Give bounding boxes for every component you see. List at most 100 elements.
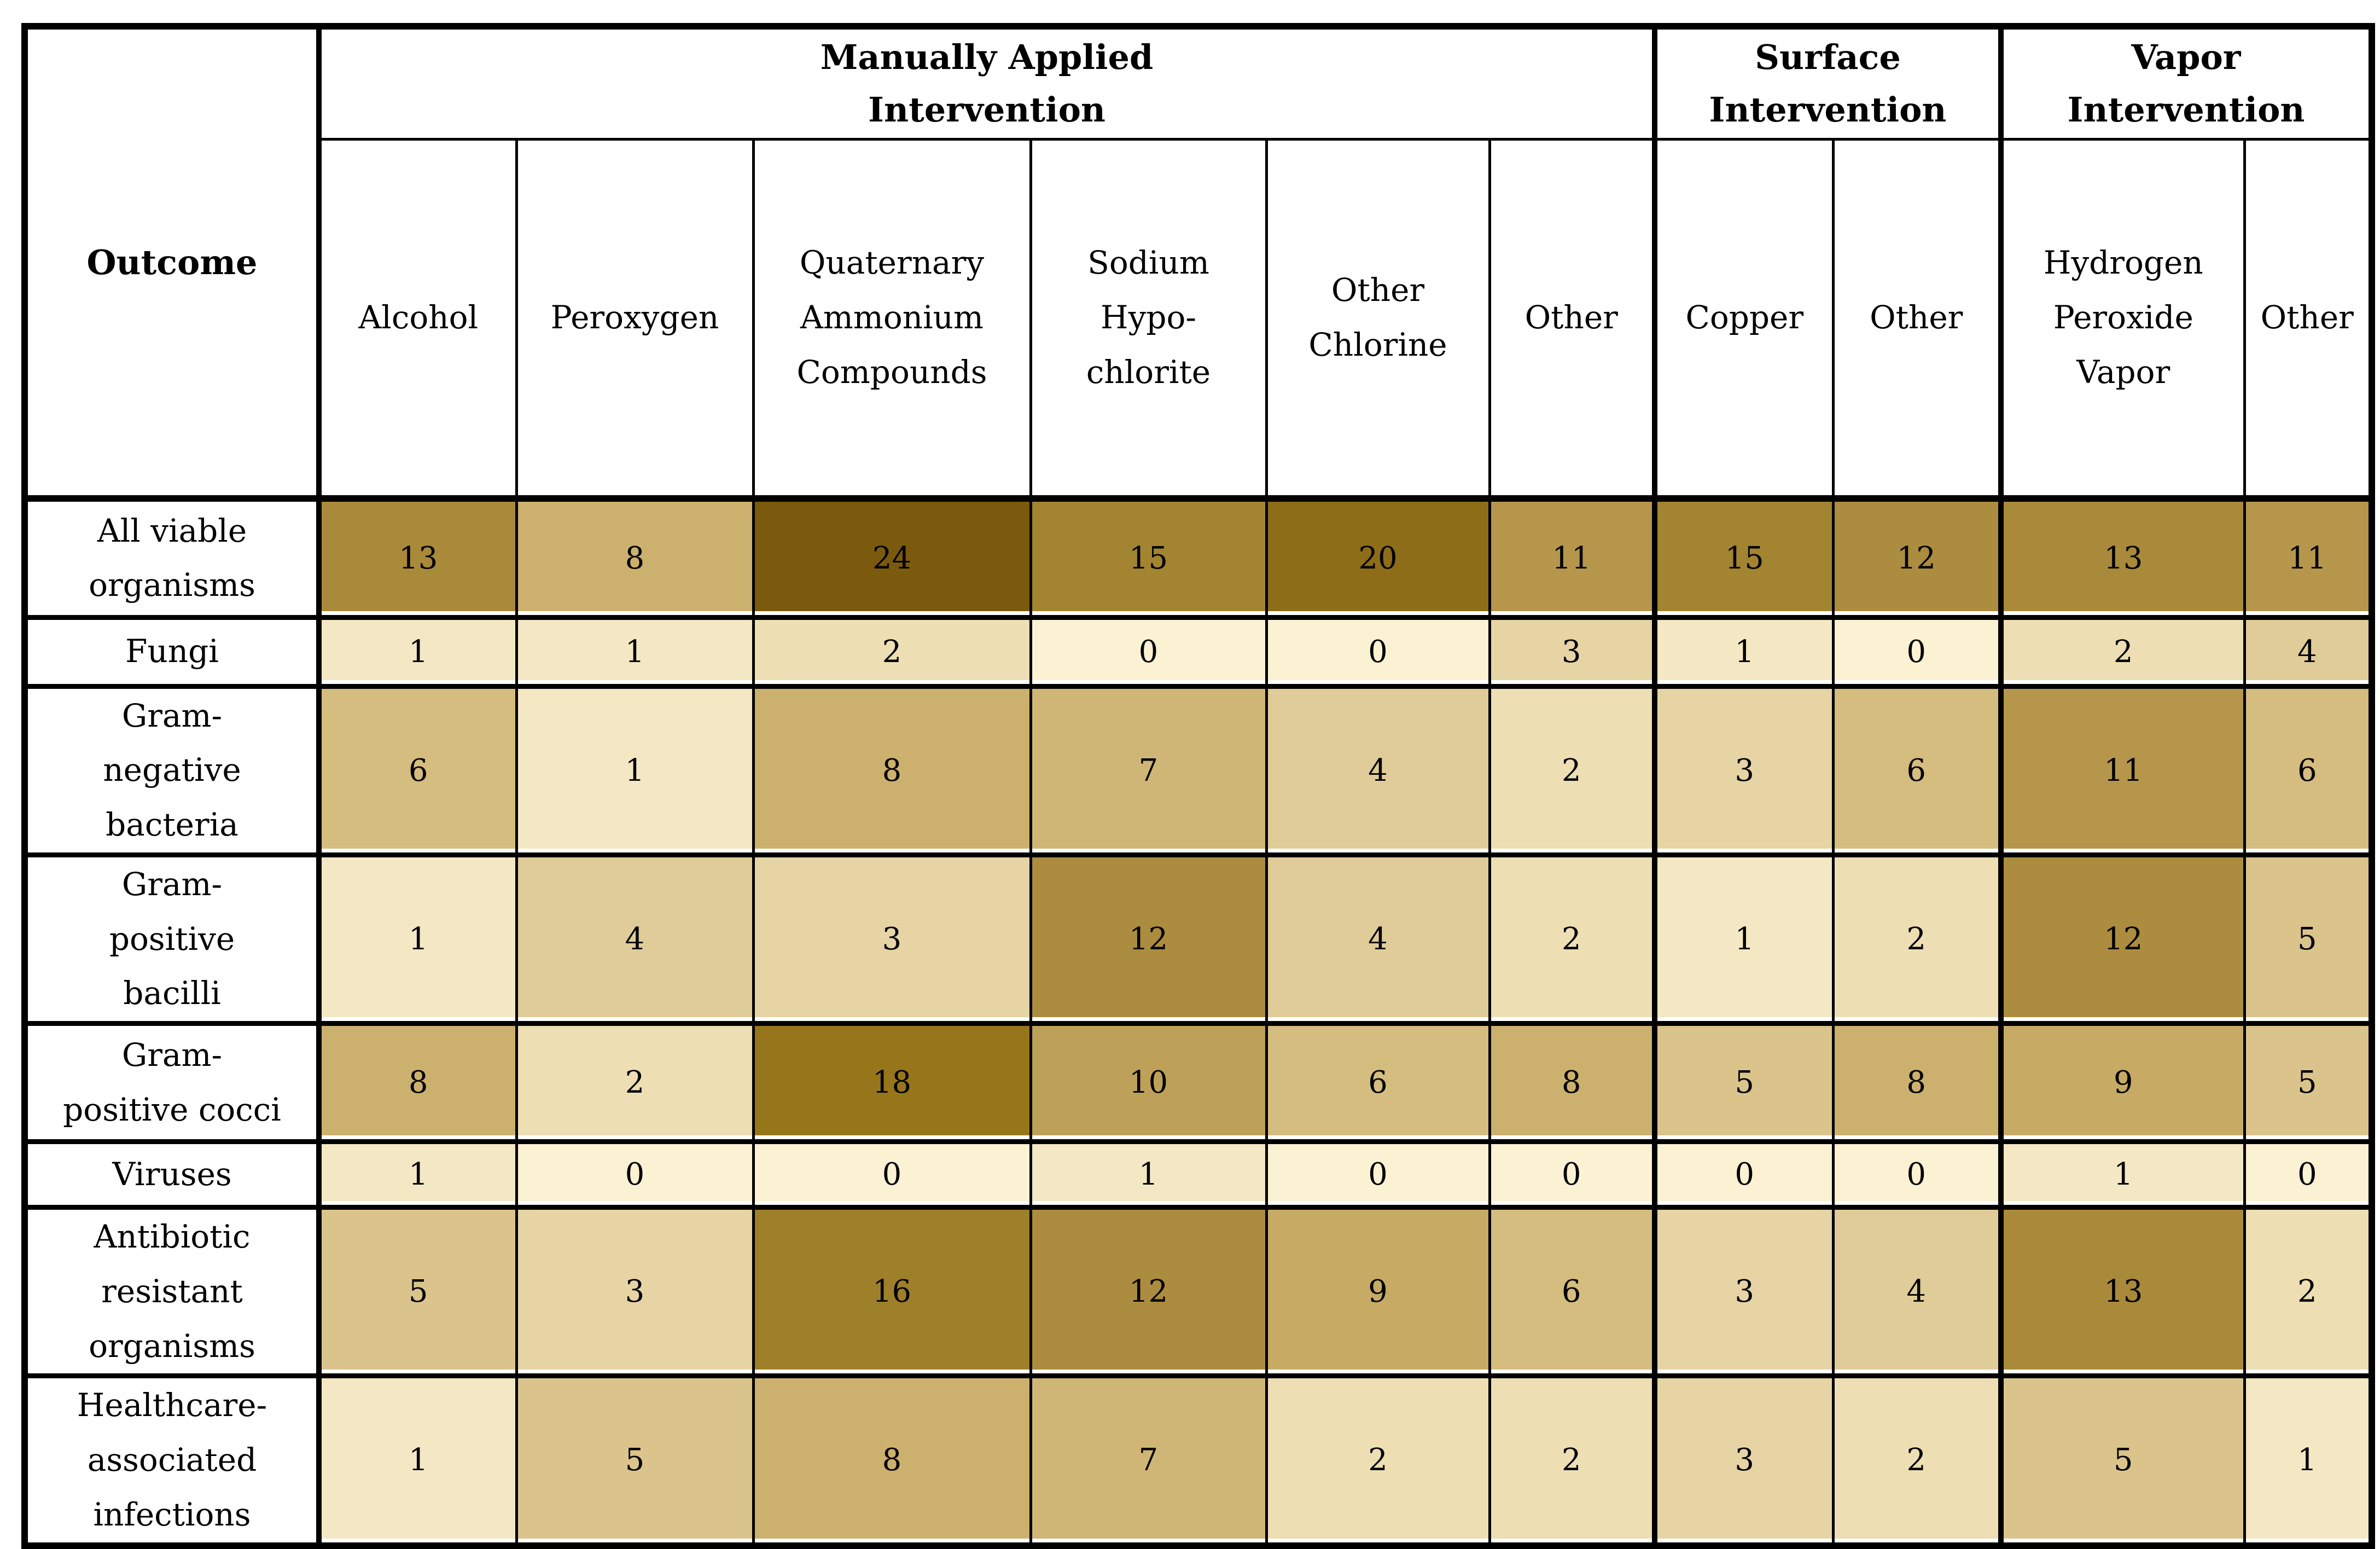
heat-cell: 0 [1488, 1139, 1656, 1210]
heat-cell: 18 [752, 1021, 1032, 1144]
row-label: Gram- positive cocci [23, 1021, 322, 1144]
heat-cell: 15 [1029, 496, 1268, 620]
table-row: Fungi 1 1 2 0 0 3 1 0 2 4 [23, 614, 2373, 689]
column-header: Hydrogen Peroxide Vapor [1998, 137, 2246, 502]
heat-cell: 1 [2243, 1373, 2373, 1548]
heat-cell: 13 [316, 496, 518, 620]
heat-cell: 2 [1998, 614, 2246, 689]
heat-cell: 4 [1265, 852, 1491, 1026]
heat-cell: 12 [1029, 1204, 1268, 1379]
heat-cell: 8 [515, 496, 755, 620]
heat-cell: 12 [1831, 496, 2003, 620]
group-header-2: Vapor Intervention [1998, 25, 2373, 141]
heat-cell: 6 [1265, 1021, 1491, 1144]
column-header: Other [2243, 137, 2373, 502]
heat-cell: 8 [752, 1373, 1032, 1548]
column-header: Copper [1652, 137, 1835, 502]
heat-cell: 13 [1998, 1204, 2246, 1379]
table-row: Gram- negative bacteria 6 1 8 7 4 2 3 6 11 6 [23, 683, 2373, 857]
heat-cell: 0 [1265, 614, 1491, 689]
heat-cell: 11 [1998, 683, 2246, 857]
heat-cell: 2 [515, 1021, 755, 1144]
heat-cell: 1 [316, 614, 518, 689]
outcomes-interventions-table: Outcome Manually Applied Intervention Surf… [21, 23, 2376, 1549]
column-header: Quaternary Ammonium Compounds [752, 137, 1032, 502]
heat-cell: 20 [1265, 496, 1491, 620]
heat-cell: 13 [1998, 496, 2246, 620]
table-row: Gram- positive bacilli 1 4 3 12 4 2 1 2 12 5 [23, 852, 2373, 1026]
heat-cell: 0 [752, 1139, 1032, 1210]
heat-cell: 0 [2243, 1139, 2373, 1210]
table-row: Antibiotic resistant organisms 5 3 16 12 9 6 3 4… [23, 1204, 2373, 1379]
heat-cell: 15 [1652, 496, 1835, 620]
heat-cell: 4 [1831, 1204, 2003, 1379]
row-label: Fungi [23, 614, 322, 689]
heat-cell: 9 [1265, 1204, 1491, 1379]
heat-cell: 8 [316, 1021, 518, 1144]
heat-cell: 2 [1488, 852, 1656, 1026]
heat-cell: 3 [1652, 683, 1835, 857]
column-header: Sodium Hypo- chlorite [1029, 137, 1268, 502]
heat-cell: 8 [1831, 1021, 2003, 1144]
heat-cell: 11 [1488, 496, 1656, 620]
heat-cell: 6 [316, 683, 518, 857]
heat-cell: 8 [1488, 1021, 1656, 1144]
heat-cell: 5 [316, 1204, 518, 1379]
table-row: Gram- positive cocci 8 2 18 10 6 8 5 8 9 5 [23, 1021, 2373, 1144]
heat-cell: 2 [752, 614, 1032, 689]
heat-cell: 7 [1029, 1373, 1268, 1548]
heat-cell: 8 [752, 683, 1032, 857]
heat-cell: 5 [1998, 1373, 2246, 1548]
heat-cell: 5 [1652, 1021, 1835, 1144]
row-label: Viruses [23, 1139, 322, 1210]
table-row: All viable organisms 13 8 24 15 20 11 15 12 13 11 [23, 496, 2373, 620]
column-header: Peroxygen [515, 137, 755, 502]
heat-cell: 12 [1998, 852, 2246, 1026]
heat-cell: 3 [515, 1204, 755, 1379]
group-header-1: Surface Intervention [1652, 25, 2003, 141]
group-header-row: Outcome Manually Applied Intervention Surf… [23, 25, 2373, 502]
heat-cell: 1 [1998, 1139, 2246, 1210]
heat-cell: 1 [1029, 1139, 1268, 1210]
column-header: Other [1488, 137, 1656, 502]
heat-cell: 10 [1029, 1021, 1268, 1144]
heat-cell: 5 [515, 1373, 755, 1548]
row-label: Gram- positive bacilli [23, 852, 322, 1026]
heat-cell: 1 [1652, 614, 1835, 689]
heat-cell: 0 [1831, 1139, 2003, 1210]
group-header-0: Manually Applied Intervention [316, 25, 1656, 141]
heat-cell: 5 [2243, 852, 2373, 1026]
heat-cell: 1 [316, 852, 518, 1026]
column-header-row: Alcohol Peroxygen Quaternary Ammonium Comp… [25, 137, 2373, 502]
table-header: Outcome Manually Applied Intervention Surf… [23, 25, 2373, 502]
heat-cell: 2 [1488, 683, 1656, 857]
row-label: Gram- negative bacteria [23, 683, 322, 857]
heat-cell: 3 [1488, 614, 1656, 689]
heat-cell: 2 [1831, 852, 2003, 1026]
heat-cell: 2 [1265, 1373, 1491, 1548]
heat-cell: 6 [1488, 1204, 1656, 1379]
heat-cell: 3 [1652, 1204, 1835, 1379]
heat-cell: 1 [515, 683, 755, 857]
heat-cell: 0 [1265, 1139, 1491, 1210]
heat-cell: 1 [515, 614, 755, 689]
column-header: Other [1831, 137, 2003, 502]
heat-cell: 0 [1029, 614, 1268, 689]
heatmap-table-figure: Outcome Manually Applied Intervention Surf… [21, 23, 2376, 1549]
row-label: All viable organisms [23, 496, 322, 620]
heat-cell: 3 [1652, 1373, 1835, 1548]
table-row: Healthcare- associated infections 1 5 8 7 2 2 3… [23, 1373, 2373, 1548]
heat-cell: 3 [752, 852, 1032, 1026]
heat-cell: 1 [1652, 852, 1835, 1026]
row-label: Antibiotic resistant organisms [23, 1204, 322, 1379]
heat-cell: 1 [316, 1373, 518, 1548]
heat-cell: 11 [2243, 496, 2373, 620]
heat-cell: 1 [316, 1139, 518, 1210]
heat-cell: 2 [1831, 1373, 2003, 1548]
heat-cell: 4 [1265, 683, 1491, 857]
heat-cell: 6 [1831, 683, 2003, 857]
heat-cell: 0 [1831, 614, 2003, 689]
table-row: Viruses 1 0 0 1 0 0 0 0 1 0 [23, 1139, 2373, 1210]
heat-cell: 16 [752, 1204, 1032, 1379]
